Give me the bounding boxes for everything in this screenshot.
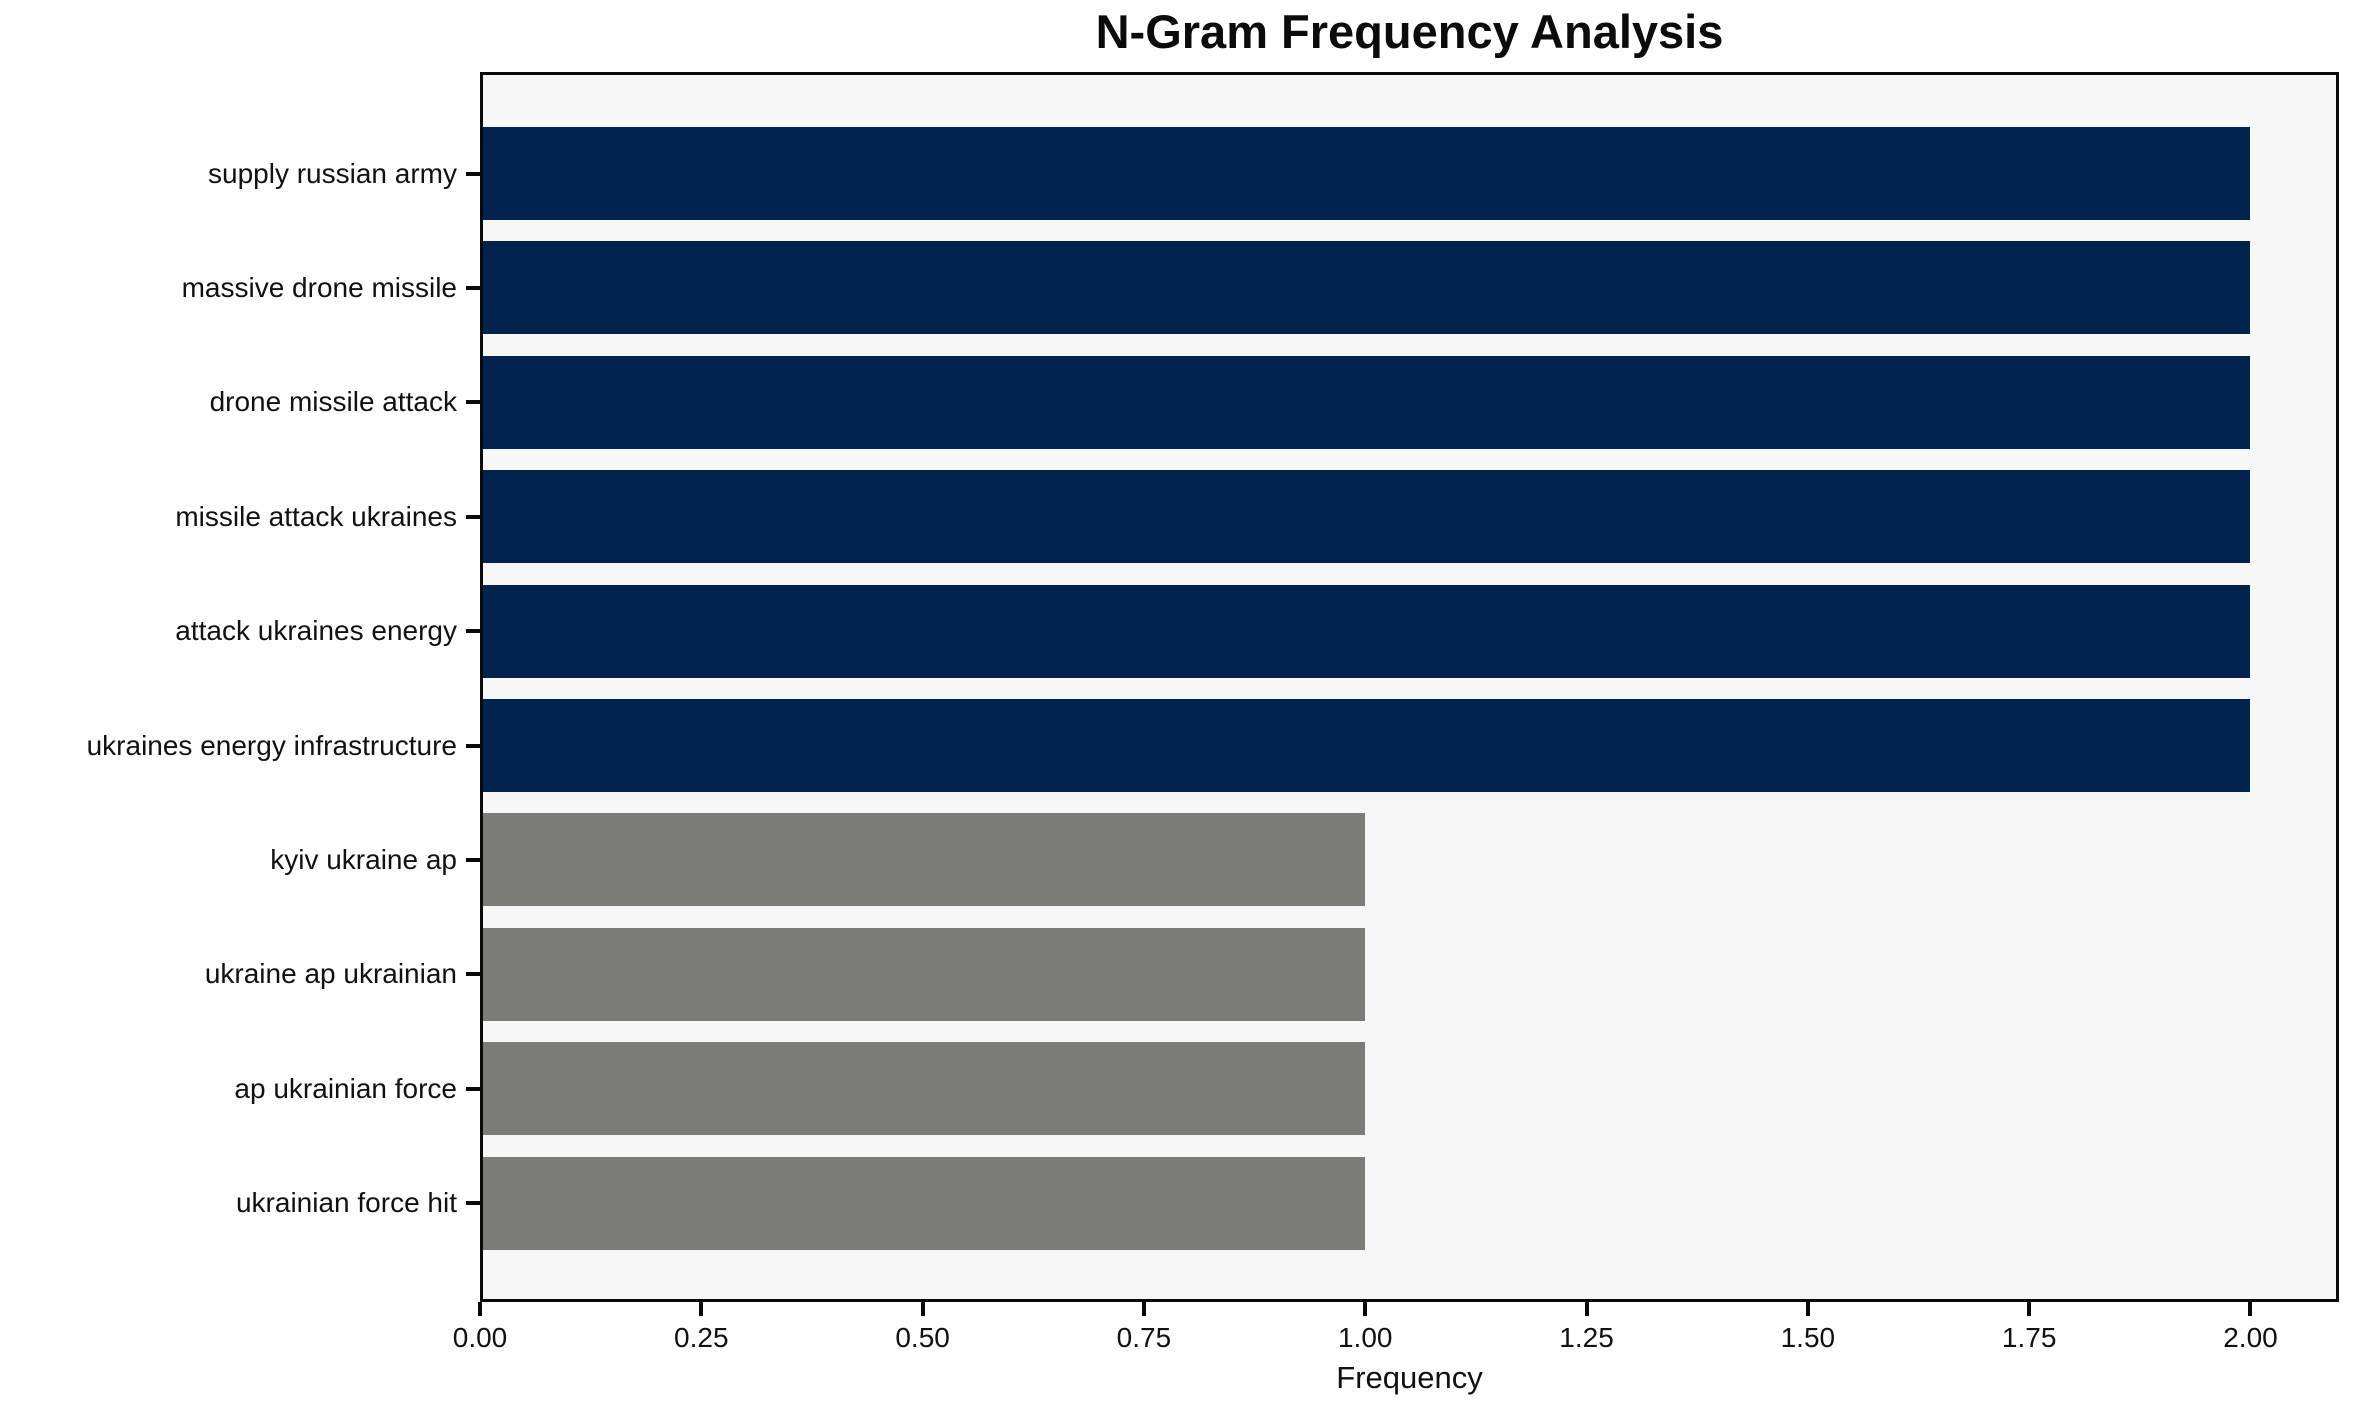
bar [483, 927, 1366, 1021]
y-tick-label: ukrainian force hit [235, 1187, 457, 1219]
x-tick [1141, 1302, 1146, 1316]
y-tick [466, 400, 480, 405]
x-tick [2027, 1302, 2032, 1316]
y-tick-label: ukraines energy infrastructure [86, 729, 457, 761]
y-tick [466, 171, 480, 176]
bar [483, 470, 2251, 564]
y-tick-label: drone missile attack [209, 386, 457, 418]
x-tick-label: 1.00 [1337, 1322, 1393, 1353]
bar [483, 813, 1366, 907]
x-tick [1363, 1302, 1368, 1316]
y-tick [466, 1201, 480, 1206]
bar [483, 584, 2251, 678]
x-tick [2248, 1302, 2253, 1316]
x-tick-label: 1.50 [1780, 1322, 1836, 1353]
bar [483, 241, 2251, 335]
bar [483, 1156, 1366, 1250]
bar [483, 1042, 1366, 1136]
y-tick [466, 514, 480, 519]
plot-area [480, 72, 2339, 1302]
bar [483, 355, 2251, 449]
y-tick [466, 857, 480, 862]
y-tick-label: massive drone missile [181, 271, 457, 303]
y-tick [466, 629, 480, 634]
x-tick-label: 0.00 [452, 1322, 508, 1353]
y-tick [466, 743, 480, 748]
x-tick-label: 2.00 [2223, 1322, 2278, 1353]
chart-title: N-Gram Frequency Analysis [1095, 5, 1724, 58]
x-tick [1584, 1302, 1589, 1316]
y-tick [466, 972, 480, 977]
y-tick-label: supply russian army [208, 157, 457, 189]
x-tick [920, 1302, 925, 1316]
y-tick-label: ukraine ap ukrainian [204, 958, 457, 990]
bar [483, 127, 2251, 220]
x-tick-label: 0.50 [895, 1322, 950, 1353]
x-tick [478, 1302, 482, 1316]
y-tick-label: kyiv ukraine ap [270, 843, 457, 875]
x-tick-label: 1.75 [2001, 1322, 2057, 1353]
y-tick-label: attack ukraines energy [175, 615, 457, 647]
y-tick-label: missile attack ukraines [175, 500, 457, 532]
x-tick [699, 1302, 704, 1316]
x-tick-label: 0.75 [1116, 1322, 1172, 1353]
bar [483, 699, 2251, 792]
x-tick [1805, 1302, 1810, 1316]
y-tick [466, 1086, 480, 1091]
x-tick-label: 0.25 [674, 1322, 729, 1353]
y-tick-label: ap ukrainian force [234, 1072, 457, 1104]
x-axis-label: Frequency [1336, 1360, 1483, 1395]
y-tick [466, 285, 480, 290]
x-tick-label: 1.25 [1559, 1322, 1614, 1353]
